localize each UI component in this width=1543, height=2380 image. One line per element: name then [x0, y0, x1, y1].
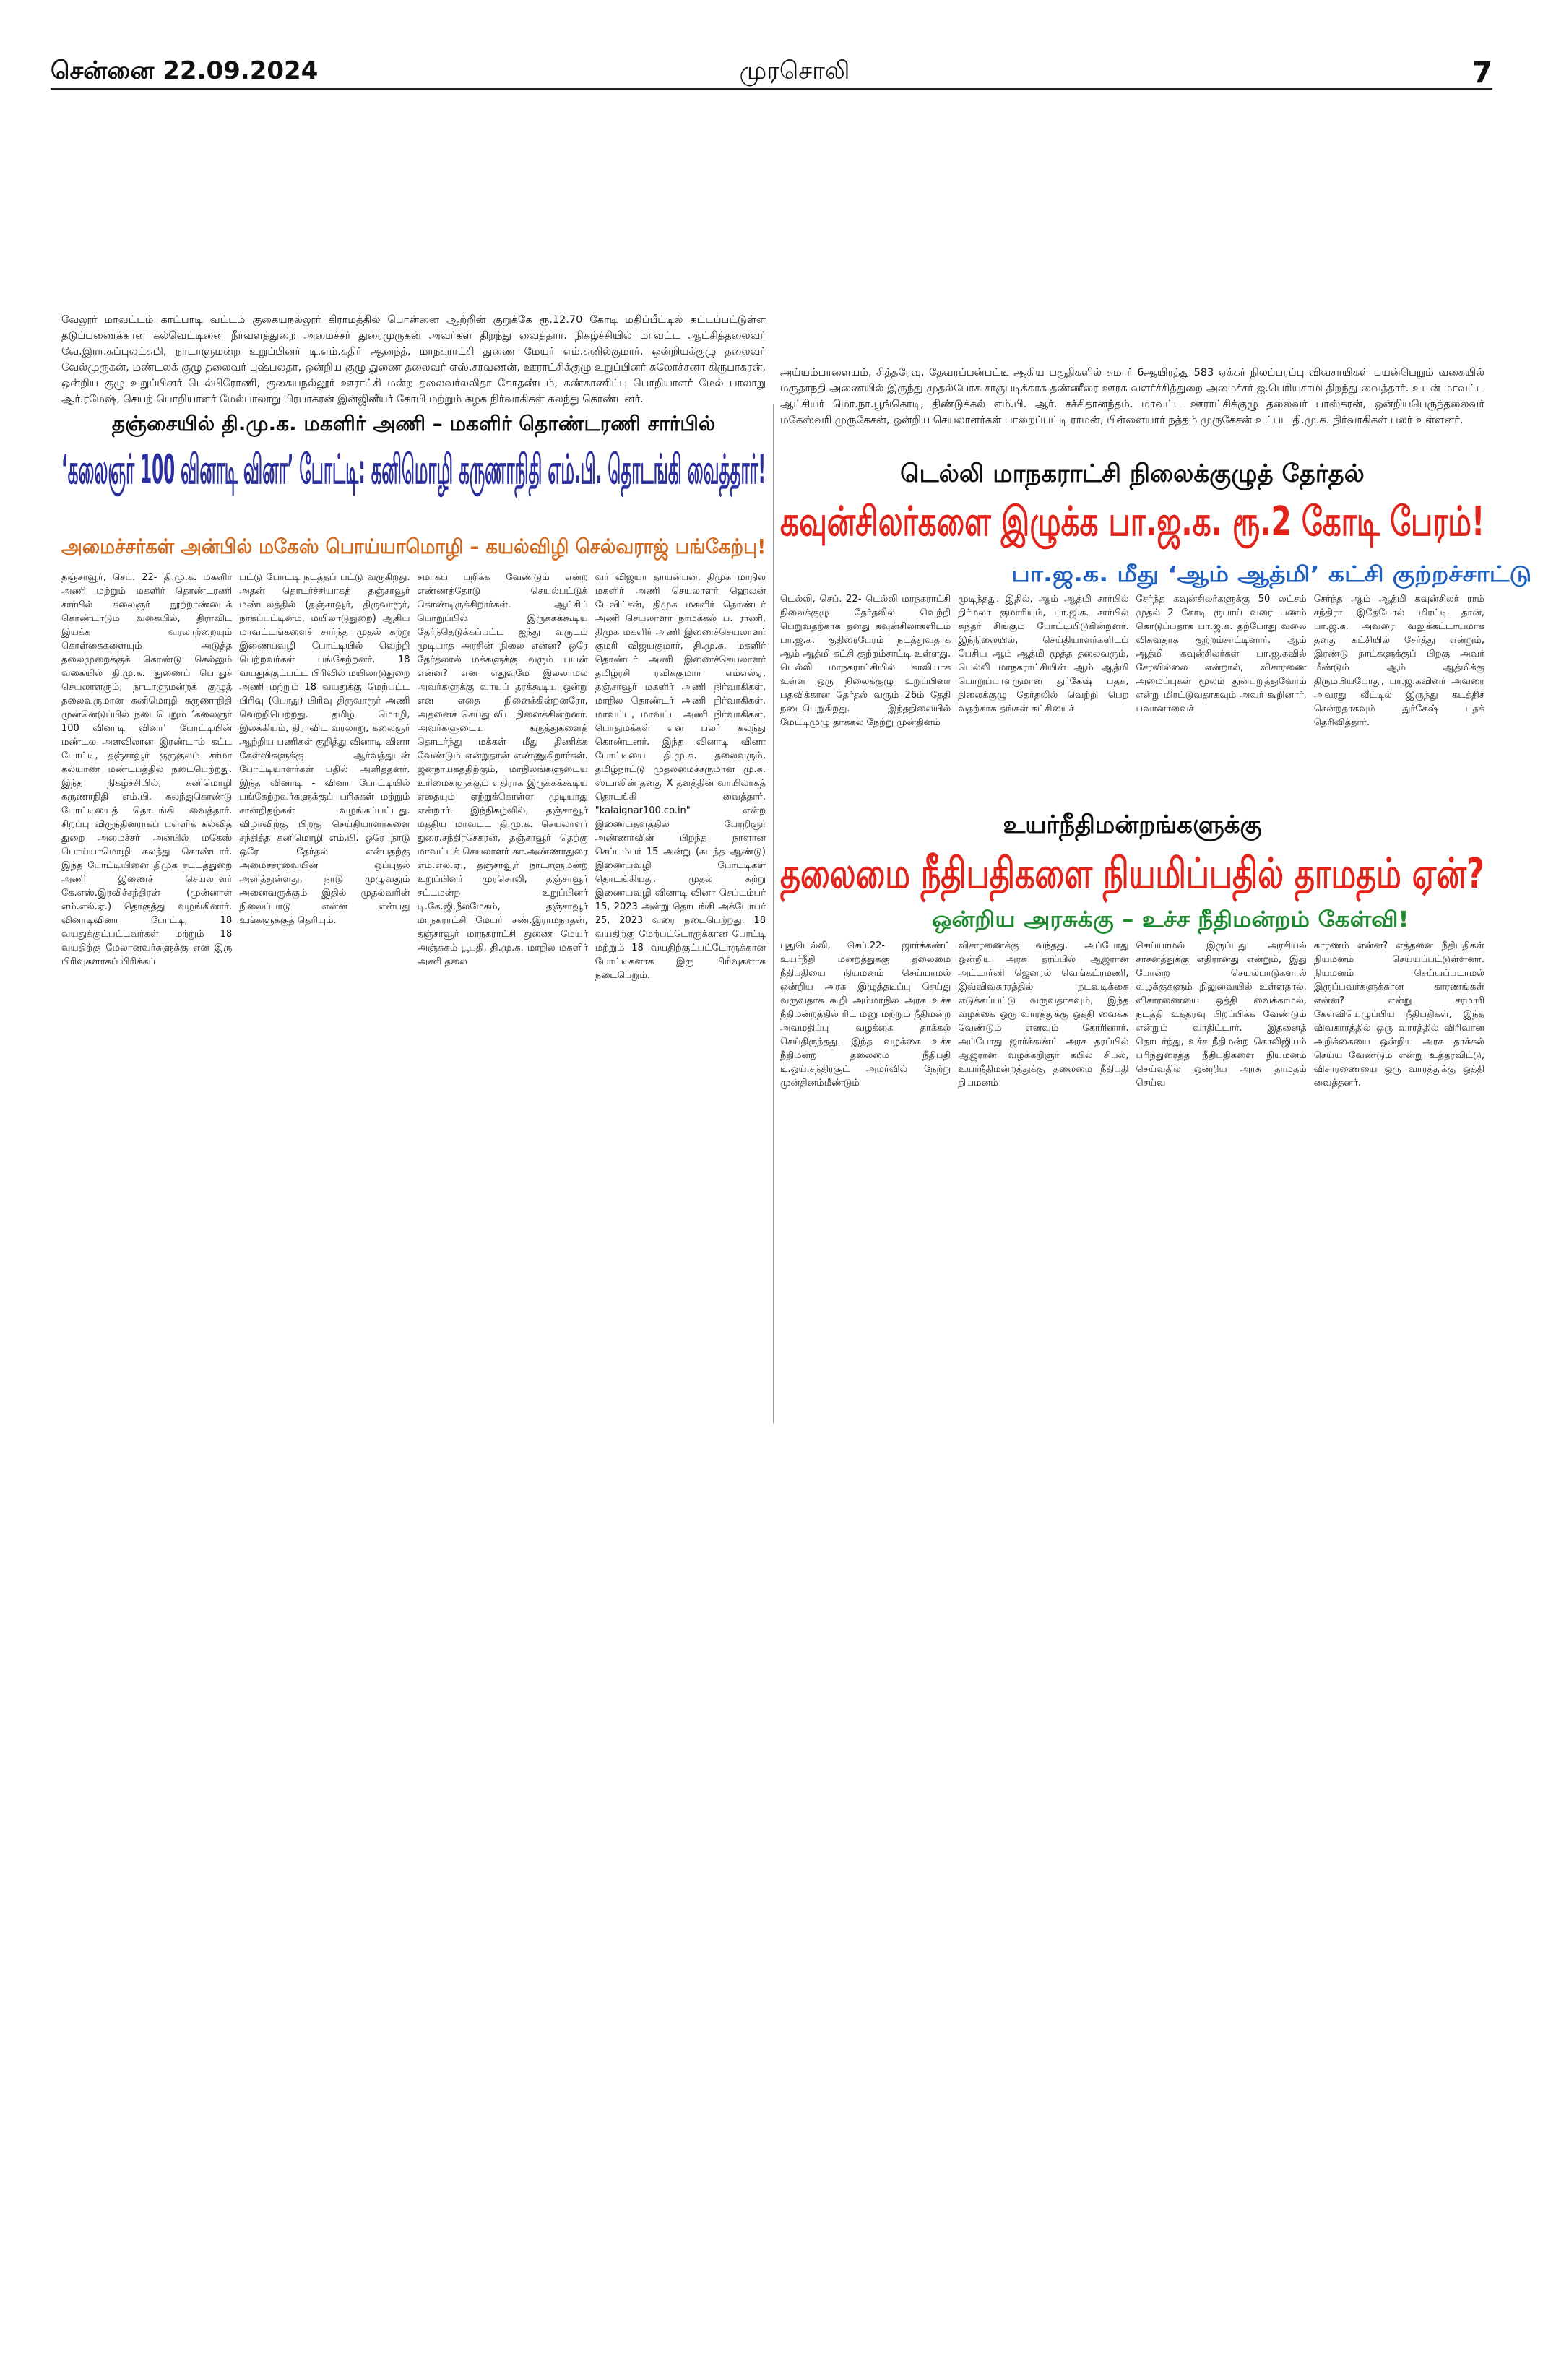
- header-rule: [51, 88, 1492, 90]
- article-body: தஞ்சாவூர், செப். 22- தி.மு.க. மகளிர் அணி…: [61, 571, 766, 1416]
- photo-caption: வேலூர் மாவட்டம் காட்பாடி வட்டம் குகையநல்…: [61, 314, 766, 405]
- article-column: முடிந்தது. இதில், ஆம் ஆத்மி சார்பில் நிர…: [958, 594, 1129, 714]
- kicker: டெல்லி மாநகராட்சி நிலைக்குழுத் தேர்தல்: [900, 459, 1365, 488]
- article-column: காரணம் என்ன? எத்தனை நீதிபதிகள் நியமனம் ச…: [1313, 940, 1484, 1089]
- article-column: செய்யாமல் இருப்பது அரசியல் சாசனத்துக்கு …: [1136, 940, 1307, 1089]
- article-column: புதுடெல்லி, செப்.22- ஜார்க்கண்ட் உயர்நீத…: [780, 940, 951, 1089]
- subheadline: பா.ஜ.க. மீது ‘ஆம் ஆத்மி’ கட்சி குற்றச்சா…: [1011, 562, 1532, 587]
- subheadline: ஒன்றிய அரசுக்கு – உச்ச நீதிமன்றம் கேள்வி…: [932, 907, 1409, 932]
- article-column: பட்டு போட்டி நடத்தப் பட்டு வருகிறது. அதன…: [239, 572, 410, 926]
- subheadline: அமைச்சர்கள் அன்பில் மகேஸ் பொய்யாமொழி – க…: [61, 535, 766, 558]
- article-column: சேர்ந்த கவுன்சிலர்களுக்கு 50 லட்சம் முதல…: [1136, 594, 1307, 714]
- headline: ‘கலைஞர் 100 வினாடி வினா’ போட்டி: கனிமொழி…: [61, 446, 766, 493]
- kicker: உயர்நீதிமன்றங்களுக்கு: [1003, 810, 1262, 839]
- article-column: சமாகப் பறிக்க வேண்டும் என்ற எண்ணத்தோடு ச…: [417, 572, 588, 967]
- article-column: டெல்லி, செப். 22- டெல்லி மாநகராட்சி நிலை…: [780, 594, 951, 728]
- kicker: தஞ்சையில் தி.மு.க. மகளிர் அணி – மகளிர் த…: [111, 412, 716, 436]
- article-column: வர் விஜயா தாயன்பன், திமுக மாநில மகளிர் அ…: [595, 572, 766, 981]
- place-date: சென்னை 22.09.2024: [51, 56, 319, 85]
- page-number: 7: [1472, 56, 1492, 90]
- headline: கவுன்சிலர்களை இழுக்க பா.ஜ.க. ரூ.2 கோடி ப…: [780, 498, 1485, 545]
- article-column: விசாரணைக்கு வந்தது. அப்போது ஒன்றிய அரசு …: [958, 940, 1129, 1089]
- headline: தலைமை நீதிபதிகளை நியமிப்பதில் தாமதம் ஏன்…: [780, 849, 1484, 898]
- article-body: புதுடெல்லி, செப்.22- ஜார்க்கண்ட் உயர்நீத…: [780, 939, 1484, 1228]
- article-column: தஞ்சாவூர், செப். 22- தி.மு.க. மகளிர் அணி…: [61, 572, 233, 967]
- photo-caption: அய்யம்பாளையம், சித்தரேவு, தேவரப்பன்பட்டி…: [780, 367, 1484, 426]
- article-body: டெல்லி, செப். 22- டெல்லி மாநகராட்சி நிலை…: [780, 592, 1484, 786]
- article-column: சேர்ந்த ஆம் ஆத்மி கவுன்சிலர் ராம் சந்திர…: [1313, 594, 1484, 728]
- column-rule: [773, 404, 774, 1423]
- paper-name: முரசொலி: [739, 56, 850, 85]
